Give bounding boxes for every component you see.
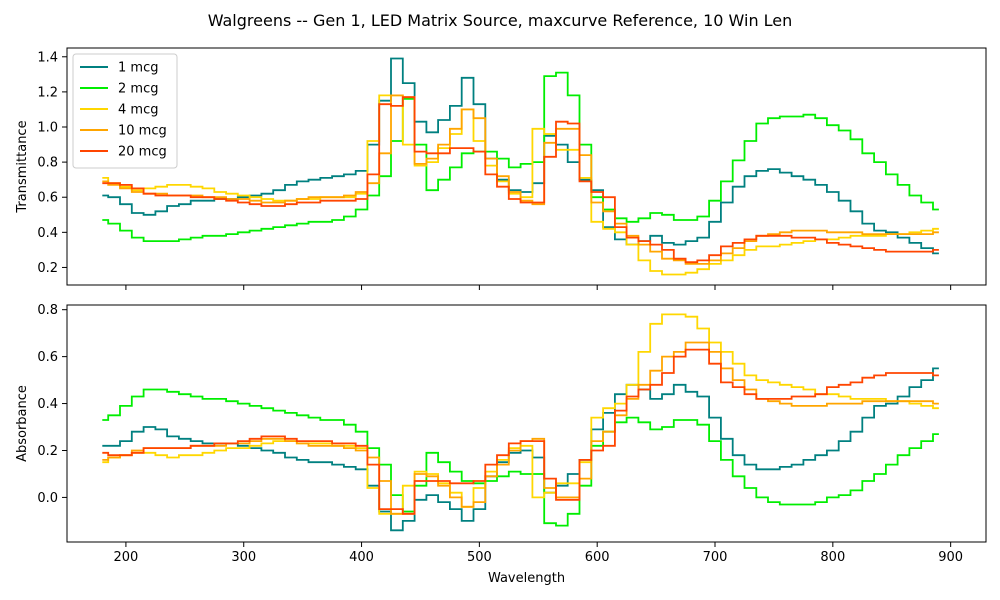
y-axis-label: Transmittance	[15, 120, 30, 213]
y-tick-label: 0.4	[37, 226, 58, 241]
x-tick-label: 500	[467, 550, 492, 565]
x-tick-label: 800	[820, 550, 845, 565]
series-line-2-mcg	[102, 71, 939, 242]
legend-label: 4 mcg	[118, 103, 158, 118]
series-line-20-mcg	[102, 96, 939, 264]
legend-label: 2 mcg	[118, 82, 158, 97]
series-line-4-mcg	[102, 313, 939, 515]
y-tick-label: 1.2	[37, 85, 58, 100]
x-tick-label: 600	[585, 550, 610, 565]
absorbance-panel: 200 300 400 500 600 700 800 900 0.0 0.2 0.4 0.6 0.8 A…	[15, 303, 987, 586]
transmittance-panel: 0.2 0.4 0.6 0.8 1.0 1.2 1.4 Transmittance 1 mcg 2…	[15, 47, 987, 290]
y-tick-label: 0.2	[37, 261, 58, 276]
figure-title: Walgreens -- Gen 1, LED Matrix Source, m…	[208, 11, 793, 30]
legend-box	[72, 53, 178, 169]
y-tick-label: 0.4	[37, 397, 58, 412]
series-group	[102, 57, 939, 276]
legend-label: 1 mcg	[118, 61, 158, 76]
y-tick-label: 1.4	[37, 50, 58, 65]
series-line-10-mcg	[102, 341, 939, 515]
x-axis-label: Wavelength	[488, 571, 565, 586]
x-tick-label: 700	[703, 550, 728, 565]
x-tick-label: 200	[113, 550, 138, 565]
series-line-20-mcg	[102, 348, 939, 515]
series-line-4-mcg	[102, 94, 939, 276]
x-tick-label: 900	[938, 550, 963, 565]
legend: 1 mcg 2 mcg 4 mcg 10 mcg 20 mcg	[72, 53, 178, 169]
series-line-1-mcg	[102, 57, 939, 255]
legend-label: 10 mcg	[118, 124, 167, 139]
y-tick-label: 0.6	[37, 350, 58, 365]
x-tick-label: 300	[231, 550, 256, 565]
series-group	[102, 313, 939, 532]
series-line-2-mcg	[102, 388, 939, 527]
y-tick-label: 1.0	[37, 121, 58, 136]
y-tick-label: 0.8	[37, 156, 58, 171]
y-tick-label: 0.2	[37, 444, 58, 459]
y-tick-label: 0.8	[37, 303, 58, 318]
axes-frame	[66, 47, 987, 286]
legend-label: 20 mcg	[118, 145, 167, 160]
y-tick-label: 0.0	[37, 491, 58, 506]
x-tick-label: 400	[349, 550, 374, 565]
axes-frame	[66, 304, 987, 543]
y-tick-label: 0.6	[37, 191, 58, 206]
y-axis-label: Absorbance	[15, 385, 30, 462]
